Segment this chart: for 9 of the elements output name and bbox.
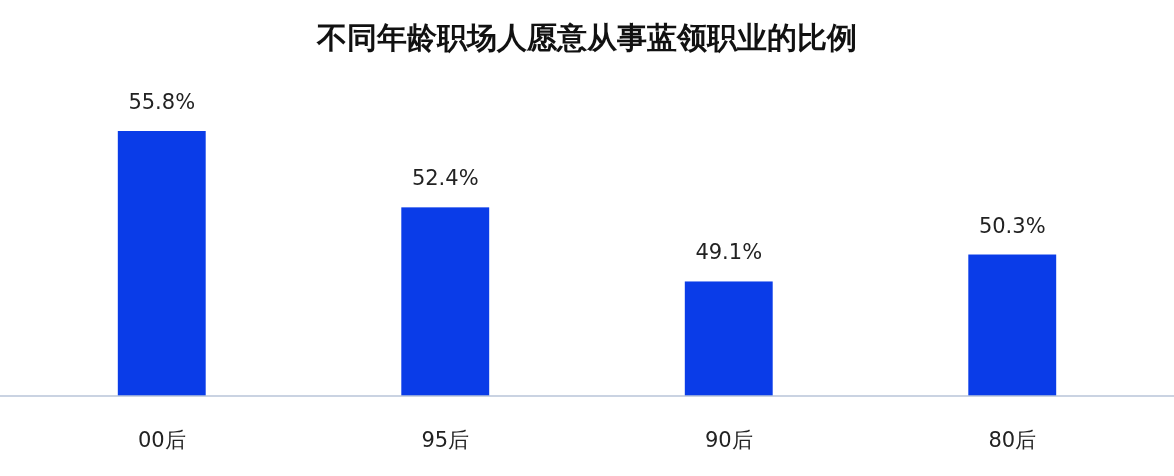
chart-title: 不同年龄职场人愿意从事蓝领职业的比例: [316, 20, 857, 55]
x-tick-label: 80后: [988, 428, 1037, 452]
data-label: 55.8%: [128, 90, 196, 114]
data-label: 52.4%: [411, 166, 479, 191]
data-label: 49.1%: [695, 240, 763, 265]
x-tick-label: 95后: [421, 428, 470, 452]
data-label: 50.3%: [978, 213, 1046, 238]
x-tick-label: 90后: [704, 428, 753, 452]
x-tick-label: 00后: [137, 428, 186, 452]
